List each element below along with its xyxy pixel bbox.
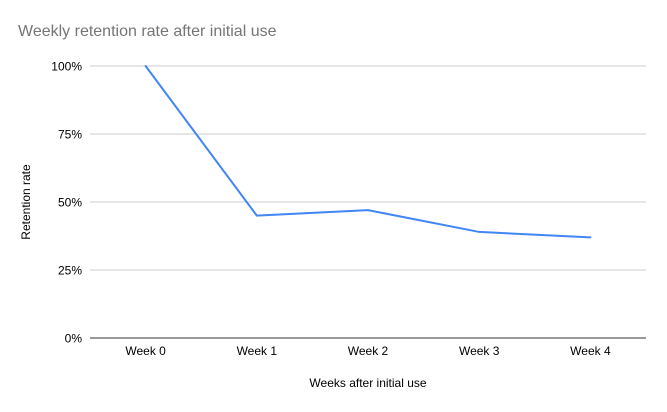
- x-tick-label: Week 0: [125, 344, 166, 358]
- y-tick-label: 100%: [51, 60, 82, 74]
- y-tick-label: 75%: [58, 128, 82, 142]
- y-tick-label: 25%: [58, 264, 82, 278]
- x-tick-label: Week 1: [237, 344, 278, 358]
- x-tick-label: Week 2: [348, 344, 389, 358]
- x-tick-label: Week 4: [570, 344, 611, 358]
- series-line-retention-rate: [144, 65, 592, 239]
- x-tick-label: Week 3: [459, 344, 500, 358]
- x-axis-title: Weeks after initial use: [309, 376, 427, 390]
- y-tick-label: 0%: [65, 332, 83, 346]
- chart-title: Weekly retention rate after initial use: [18, 23, 277, 40]
- y-tick-label: 50%: [58, 196, 82, 210]
